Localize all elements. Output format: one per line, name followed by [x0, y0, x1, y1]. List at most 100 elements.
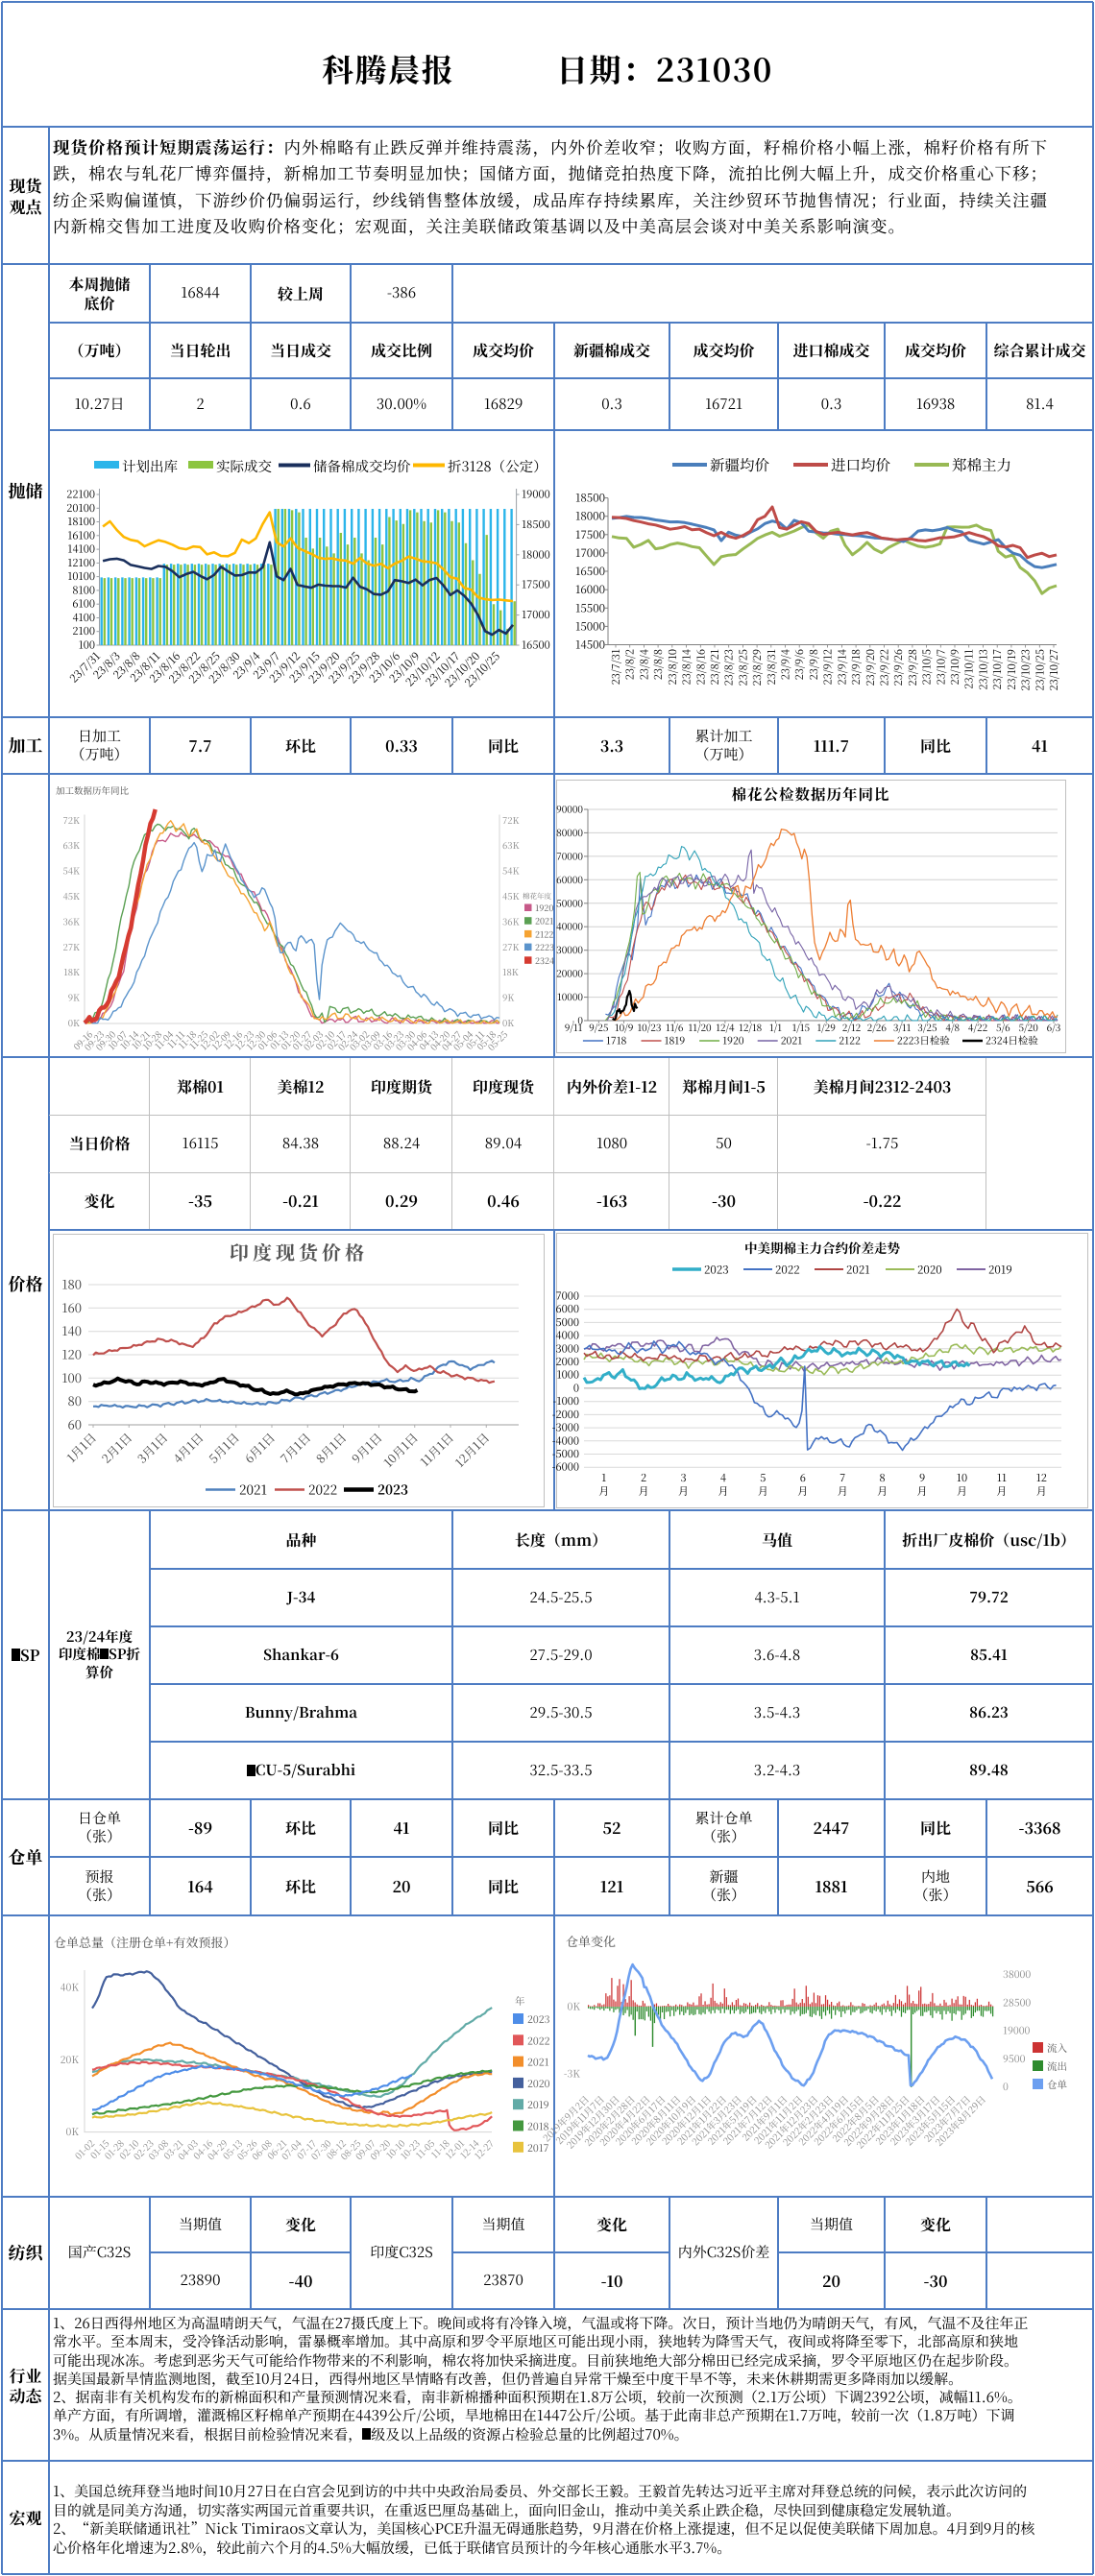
svg-text:11/20: 11/20 — [689, 1020, 713, 1034]
svg-text:4100: 4100 — [72, 610, 95, 625]
svg-text:23/10/19: 23/10/19 — [1004, 649, 1019, 690]
svg-text:36K: 36K — [62, 914, 80, 927]
svg-text:23/8/23: 23/8/23 — [721, 649, 737, 686]
svg-text:8100: 8100 — [72, 582, 95, 597]
svg-text:2018: 2018 — [527, 2120, 549, 2134]
svg-text:19000: 19000 — [1003, 2024, 1031, 2038]
svg-text:23/8/4: 23/8/4 — [636, 649, 651, 680]
svg-text:2021: 2021 — [846, 1263, 870, 1278]
svg-text:2/26: 2/26 — [867, 1020, 888, 1034]
svg-text:0: 0 — [577, 1013, 583, 1027]
svg-text:4/8: 4/8 — [945, 1020, 960, 1034]
svg-text:印度现货价格: 印度现货价格 — [230, 1238, 368, 1265]
svg-text:38000: 38000 — [1003, 1967, 1031, 1982]
svg-text:23/8/25: 23/8/25 — [735, 649, 750, 686]
svg-text:63K: 63K — [502, 838, 520, 852]
svg-text:1/15: 1/15 — [792, 1020, 811, 1034]
svg-text:2020: 2020 — [527, 2077, 550, 2091]
svg-text:4/22: 4/22 — [968, 1020, 988, 1034]
svg-text:16500: 16500 — [575, 564, 605, 579]
svg-text:23/8/14: 23/8/14 — [679, 649, 694, 685]
svg-text:2020: 2020 — [917, 1263, 942, 1278]
svg-text:23/8/10: 23/8/10 — [665, 649, 680, 685]
svg-text:63K: 63K — [62, 838, 80, 852]
svg-text:23/9/14: 23/9/14 — [834, 649, 849, 685]
svg-text:180: 180 — [61, 1275, 82, 1293]
svg-text:0K: 0K — [65, 2125, 79, 2139]
svg-text:23/10/9: 23/10/9 — [947, 649, 962, 686]
svg-text:2223日检验: 2223日检验 — [897, 1034, 950, 1048]
svg-text:0: 0 — [1003, 2080, 1009, 2094]
svg-text:月: 月 — [838, 1483, 848, 1499]
svg-text:17500: 17500 — [522, 577, 550, 592]
svg-text:15000: 15000 — [575, 618, 605, 634]
svg-text:40K: 40K — [61, 1981, 80, 1995]
svg-text:23/9/22: 23/9/22 — [876, 649, 891, 686]
svg-text:月: 月 — [758, 1483, 768, 1499]
svg-text:50000: 50000 — [556, 895, 583, 909]
svg-text:18000: 18000 — [575, 509, 605, 524]
svg-text:18100: 18100 — [67, 514, 95, 529]
svg-text:100: 100 — [79, 638, 95, 653]
svg-text:70000: 70000 — [556, 848, 583, 862]
svg-text:-3000: -3000 — [552, 1420, 579, 1435]
svg-text:18000: 18000 — [522, 546, 550, 562]
svg-text:2022: 2022 — [527, 2034, 550, 2048]
svg-text:40000: 40000 — [556, 919, 583, 933]
svg-text:-5000: -5000 — [552, 1446, 579, 1461]
svg-text:4: 4 — [720, 1470, 726, 1485]
svg-text:月: 月 — [718, 1483, 728, 1499]
svg-text:-3K: -3K — [564, 2067, 580, 2082]
svg-text:1/29: 1/29 — [816, 1020, 836, 1034]
svg-text:23/9/8: 23/9/8 — [806, 649, 821, 680]
svg-text:140: 140 — [61, 1321, 82, 1339]
svg-text:月: 月 — [639, 1483, 649, 1499]
svg-text:1718: 1718 — [606, 1034, 627, 1048]
svg-text:10000: 10000 — [557, 989, 583, 1003]
svg-text:23/9/28: 23/9/28 — [905, 649, 920, 686]
svg-text:1819: 1819 — [665, 1034, 686, 1048]
svg-text:11/6: 11/6 — [666, 1020, 684, 1034]
svg-text:45K: 45K — [62, 889, 80, 903]
svg-text:1920: 1920 — [535, 902, 553, 914]
svg-text:月: 月 — [797, 1483, 808, 1499]
svg-text:5000: 5000 — [555, 1314, 579, 1330]
svg-text:储备棉成交均价: 储备棉成交均价 — [313, 456, 411, 476]
svg-text:7: 7 — [840, 1470, 845, 1485]
svg-text:9K: 9K — [502, 991, 514, 1004]
svg-text:12/4: 12/4 — [716, 1020, 735, 1034]
svg-text:1000: 1000 — [556, 1367, 579, 1383]
svg-text:5: 5 — [760, 1470, 766, 1485]
svg-text:流出: 流出 — [1047, 2059, 1067, 2074]
svg-text:2: 2 — [641, 1470, 646, 1485]
svg-text:0K: 0K — [567, 2000, 580, 2014]
svg-text:2023: 2023 — [377, 1480, 408, 1499]
svg-text:实际成交: 实际成交 — [216, 456, 272, 476]
svg-text:2021: 2021 — [527, 2056, 549, 2070]
svg-text:18500: 18500 — [575, 491, 605, 506]
svg-text:0K: 0K — [502, 1016, 514, 1029]
svg-text:-2000: -2000 — [552, 1407, 579, 1422]
svg-text:5/20: 5/20 — [1019, 1020, 1039, 1034]
svg-text:2021: 2021 — [535, 915, 553, 927]
svg-text:12100: 12100 — [67, 555, 95, 570]
svg-text:23/9/6: 23/9/6 — [791, 649, 807, 680]
svg-text:30000: 30000 — [556, 942, 583, 956]
svg-text:23/9/20: 23/9/20 — [863, 649, 878, 686]
svg-text:中美期棉主力合约价差走势: 中美期棉主力合约价差走势 — [744, 1238, 900, 1257]
svg-text:23/10/5: 23/10/5 — [919, 649, 935, 685]
svg-text:12/18: 12/18 — [739, 1020, 763, 1034]
svg-text:72K: 72K — [63, 813, 81, 827]
svg-text:-4000: -4000 — [552, 1432, 579, 1448]
svg-text:月: 月 — [917, 1483, 928, 1499]
svg-text:6: 6 — [800, 1470, 806, 1485]
svg-text:-1000: -1000 — [553, 1393, 579, 1408]
svg-text:2019: 2019 — [527, 2098, 549, 2112]
svg-text:36K: 36K — [502, 914, 520, 927]
svg-text:2023: 2023 — [527, 2012, 550, 2027]
svg-text:1920: 1920 — [722, 1034, 744, 1048]
svg-text:月: 月 — [957, 1483, 967, 1499]
svg-text:仓单: 仓单 — [1047, 2078, 1068, 2092]
svg-text:棉花公检数据历年同比: 棉花公检数据历年同比 — [731, 783, 889, 805]
svg-text:折3128（公定）: 折3128（公定） — [448, 456, 548, 476]
